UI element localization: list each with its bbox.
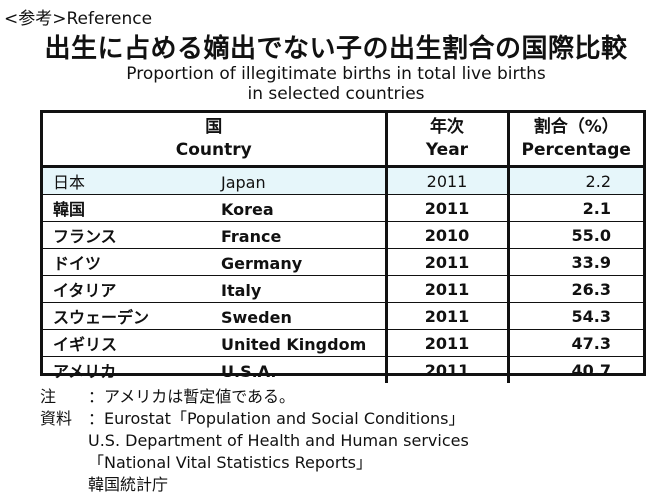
source-line-4: 韓国統計庁 [88,475,169,494]
country-cell: スウェーデン Sweden [43,302,388,330]
table-row: ドイツ Germany 2011 33.9 [43,248,643,276]
table-row: イタリア Italy 2011 26.3 [43,275,643,303]
percentage-cell: 54.3 [508,302,643,330]
country-name-ja: 韓国 [53,200,86,219]
source-line-1: ：Eurostat「Population and Social Conditio… [88,409,465,428]
note-label: 注 [40,387,57,406]
country-cell: イタリア Italy [43,275,388,303]
percentage-cell: 2.2 [508,166,643,195]
note-text: ：アメリカは暫定値である。 [88,387,296,406]
country-name-en: Japan [221,173,266,192]
country-name-ja: イギリス [53,335,118,354]
country-name-en: France [221,227,282,246]
percentage-cell: 47.3 [508,329,643,357]
source-row: 韓国統計庁 [40,474,469,496]
country-name-ja: スウェーデン [53,308,150,327]
percentage-cell: 55.0 [508,221,643,249]
reference-label: <参考>Reference [4,9,153,29]
table-row: 韓国 Korea 2011 2.1 [43,194,643,222]
source-row: 「National Vital Statistics Reports」 [40,452,469,474]
column-header-country-ja: 国 [205,117,223,138]
year-cell: 2010 [386,221,510,249]
table-row: イギリス United Kingdom 2011 47.3 [43,329,643,357]
footnotes: 注 ：アメリカは暫定値である。 資料 ：Eurostat「Population … [40,386,469,496]
country-name-en: Korea [221,200,274,219]
page-subtitle-line-1: Proportion of illegitimate births in tot… [126,64,546,84]
country-name-en: United Kingdom [221,335,367,354]
source-line-3: 「National Vital Statistics Reports」 [88,453,373,472]
percentage-cell: 26.3 [508,275,643,303]
country-cell: ドイツ Germany [43,248,388,276]
page-title: 出生に占める嫡出でない子の出生割合の国際比較 [44,34,628,64]
percentage-cell: 40.7 [571,360,611,380]
source-row: 資料 ：Eurostat「Population and Social Condi… [40,408,469,430]
country-name-en: U.S.A. [221,362,277,381]
year-cell: 2011 [386,329,510,357]
country-name-ja: 日本 [53,173,86,192]
table-row: スウェーデン Sweden 2011 54.3 [43,302,643,330]
table-row: フランス France 2010 55.0 [43,221,643,249]
column-header-year: 年次 Year [386,113,510,168]
column-header-percentage-ja: 割合（%） [533,117,619,138]
country-cell: 日本 Japan [43,166,388,195]
note-row: 注 ：アメリカは暫定値である。 [40,386,469,408]
source-label: 資料 [40,409,73,428]
column-header-country-en: Country [175,140,252,160]
percentage-cell: 33.9 [508,248,643,276]
country-cell: 韓国 Korea [43,194,388,222]
year-cell: 2011 [386,356,510,383]
table-row: 日本 Japan 2011 2.2 [43,166,643,195]
year-cell: 2011 [386,166,510,195]
year-cell: 2011 [386,194,510,222]
year-cell: 2011 [386,248,510,276]
column-header-year-ja: 年次 [430,117,464,138]
country-name-ja: ドイツ [53,254,102,273]
country-cell: フランス France [43,221,388,249]
source-line-2: U.S. Department of Health and Human serv… [88,431,469,450]
country-name-en: Germany [221,254,303,273]
country-name-en: Sweden [221,308,292,327]
country-cell: アメリカ U.S.A. [43,356,388,383]
source-row: U.S. Department of Health and Human serv… [40,430,469,452]
column-header-year-en: Year [425,140,469,160]
year-cell: 2011 [386,302,510,330]
comparison-table: 国 Country 年次 Year 割合（%） Percentage 日本 Jap… [40,110,646,383]
column-header-country: 国 Country [43,113,388,168]
page-subtitle-line-2: in selected countries [247,84,425,104]
column-header-percentage: 割合（%） Percentage [508,113,643,168]
country-cell: イギリス United Kingdom [43,329,388,357]
column-header-percentage-en: Percentage [521,140,631,160]
country-name-en: Italy [221,281,262,300]
table-row: アメリカ U.S.A. 2011 40.7 [43,356,643,383]
year-cell: 2011 [386,275,510,303]
country-name-ja: アメリカ [53,362,117,381]
table-header-row: 国 Country 年次 Year 割合（%） Percentage [43,113,643,168]
country-name-ja: イタリア [53,281,117,300]
country-name-ja: フランス [53,227,117,246]
percentage-cell: 2.1 [508,194,643,222]
